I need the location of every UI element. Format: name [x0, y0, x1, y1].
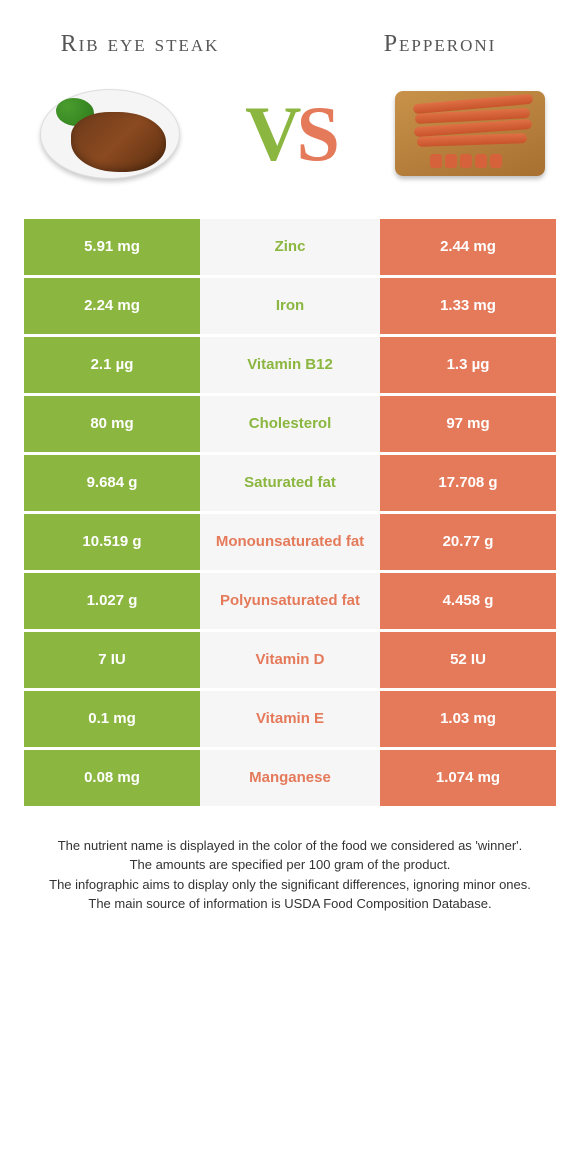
right-value: 97 mg — [380, 396, 556, 452]
right-value: 4.458 g — [380, 573, 556, 629]
left-value: 2.24 mg — [24, 278, 200, 334]
nutrient-label: Vitamin D — [200, 632, 380, 688]
table-row: 1.027 gPolyunsaturated fat4.458 g — [24, 573, 556, 629]
table-row: 0.1 mgVitamin E1.03 mg — [24, 691, 556, 747]
steak-icon — [71, 112, 166, 172]
nutrient-label: Monounsaturated fat — [200, 514, 380, 570]
vs-v-letter: V — [245, 90, 296, 177]
nutrient-label: Iron — [200, 278, 380, 334]
table-row: 7 IUVitamin D52 IU — [24, 632, 556, 688]
nutrient-label: Manganese — [200, 750, 380, 806]
right-value: 1.3 µg — [380, 337, 556, 393]
table-row: 2.1 µgVitamin B121.3 µg — [24, 337, 556, 393]
right-value: 52 IU — [380, 632, 556, 688]
left-value: 2.1 µg — [24, 337, 200, 393]
nutrient-label: Saturated fat — [200, 455, 380, 511]
nutrient-label: Polyunsaturated fat — [200, 573, 380, 629]
table-row: 80 mgCholesterol97 mg — [24, 396, 556, 452]
nutrient-label: Vitamin B12 — [200, 337, 380, 393]
footer-line: The amounts are specified per 100 gram o… — [30, 855, 550, 875]
left-food-title: Rib eye steak — [40, 30, 240, 59]
right-value: 20.77 g — [380, 514, 556, 570]
right-food-title: Pepperoni — [340, 30, 540, 59]
table-row: 2.24 mgIron1.33 mg — [24, 278, 556, 334]
right-food-image — [390, 79, 550, 189]
right-value: 1.074 mg — [380, 750, 556, 806]
header: Rib eye steak Pepperoni — [0, 0, 580, 69]
left-value: 9.684 g — [24, 455, 200, 511]
right-value: 1.33 mg — [380, 278, 556, 334]
left-value: 7 IU — [24, 632, 200, 688]
left-value: 10.519 g — [24, 514, 200, 570]
table-row: 9.684 gSaturated fat17.708 g — [24, 455, 556, 511]
table-row: 10.519 gMonounsaturated fat20.77 g — [24, 514, 556, 570]
left-value: 5.91 mg — [24, 219, 200, 275]
footer-line: The nutrient name is displayed in the co… — [30, 836, 550, 856]
footer-notes: The nutrient name is displayed in the co… — [30, 836, 550, 914]
table-row: 5.91 mgZinc2.44 mg — [24, 219, 556, 275]
sausage-icon — [417, 133, 527, 147]
hero-row: VS — [0, 69, 580, 219]
nutrient-label: Zinc — [200, 219, 380, 275]
table-row: 0.08 mgManganese1.074 mg — [24, 750, 556, 806]
sausage-chunks-icon — [430, 154, 502, 168]
left-value: 0.1 mg — [24, 691, 200, 747]
footer-line: The infographic aims to display only the… — [30, 875, 550, 895]
right-value: 1.03 mg — [380, 691, 556, 747]
left-value: 0.08 mg — [24, 750, 200, 806]
right-value: 17.708 g — [380, 455, 556, 511]
left-food-image — [30, 79, 190, 189]
nutrient-label: Cholesterol — [200, 396, 380, 452]
nutrient-table: 5.91 mgZinc2.44 mg2.24 mgIron1.33 mg2.1 … — [24, 219, 556, 806]
vs-s-letter: S — [296, 90, 334, 177]
left-value: 80 mg — [24, 396, 200, 452]
vs-label: VS — [245, 89, 335, 179]
nutrient-label: Vitamin E — [200, 691, 380, 747]
left-value: 1.027 g — [24, 573, 200, 629]
right-value: 2.44 mg — [380, 219, 556, 275]
footer-line: The main source of information is USDA F… — [30, 894, 550, 914]
